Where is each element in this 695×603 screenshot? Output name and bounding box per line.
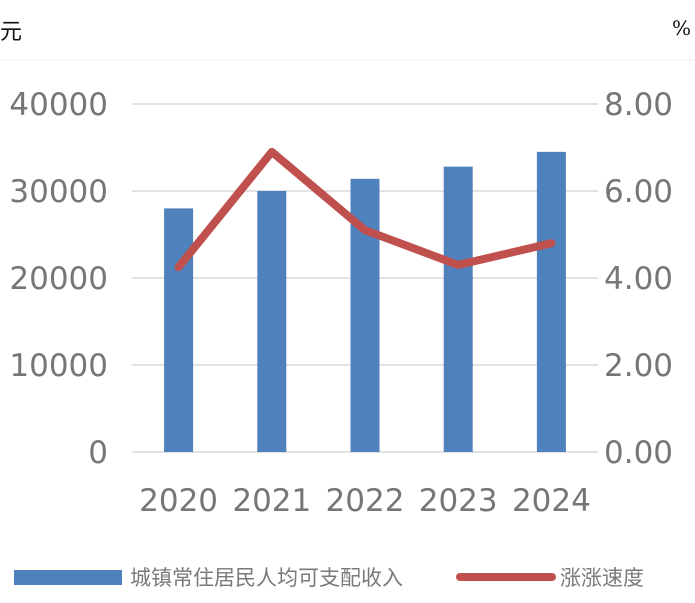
y-right-tick: 4.00 xyxy=(604,261,673,297)
right-axis-unit: % xyxy=(671,16,691,40)
y-left-tick: 30000 xyxy=(9,174,108,210)
y-left-tick: 10000 xyxy=(9,348,108,384)
legend-bar-label: 城镇常住居民人均可支配收入 xyxy=(130,566,403,590)
x-tick-2020: 2020 xyxy=(139,483,218,519)
legend-line-label: 涨涨速度 xyxy=(560,566,644,590)
y-right-tick: 0.00 xyxy=(604,435,673,471)
y-right-tick: 8.00 xyxy=(604,87,673,123)
bar-2020 xyxy=(164,208,194,452)
bar-2024 xyxy=(536,151,566,452)
left-axis-unit: 元 xyxy=(0,20,23,45)
y-right-tick: 6.00 xyxy=(604,174,673,210)
y-left-tick: 20000 xyxy=(9,261,108,297)
bar-2023 xyxy=(443,166,473,452)
x-tick-2021: 2021 xyxy=(232,483,311,519)
y-right-tick: 2.00 xyxy=(604,348,673,384)
legend-bar-swatch xyxy=(14,570,122,585)
y-left-tick: 40000 xyxy=(9,87,108,123)
x-tick-2024: 2024 xyxy=(512,483,591,519)
x-tick-2023: 2023 xyxy=(419,483,498,519)
y-left-tick: 0 xyxy=(88,435,108,471)
x-tick-2022: 2022 xyxy=(326,483,405,519)
bar-2021 xyxy=(257,191,287,452)
